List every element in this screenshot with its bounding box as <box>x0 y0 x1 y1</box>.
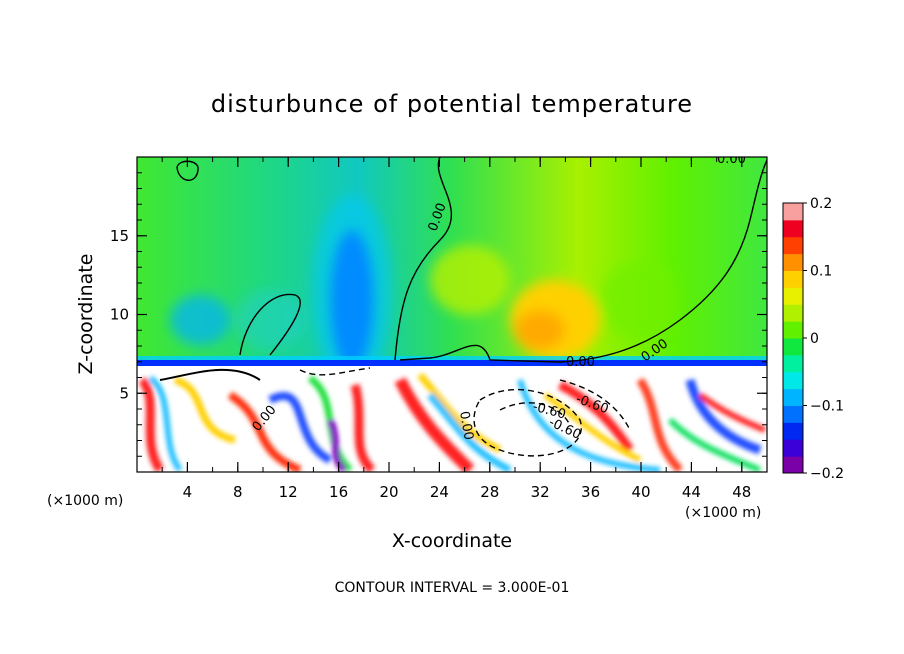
colorbar-swatch <box>783 422 803 440</box>
colorbar-swatch <box>783 321 803 339</box>
streak <box>173 376 236 444</box>
x-tick-label: 48 <box>732 483 751 501</box>
colorbar-swatch <box>783 405 803 423</box>
colorbar: 0.2 0.1 0 −0.1 −0.2 <box>782 196 844 482</box>
x-tick-label: 24 <box>430 483 449 501</box>
streak <box>268 392 333 464</box>
colorbar-tick-label: −0.2 <box>810 466 844 482</box>
colorbar-tick-label: 0.2 <box>810 196 832 212</box>
heatmap-field: 0.00 0.00 0.00 0.00 0.00 -0.60 -0.60 -0.… <box>137 152 767 472</box>
contour-line <box>499 402 571 426</box>
streak <box>417 372 502 454</box>
colorbar-swatch <box>783 219 803 238</box>
streak <box>698 392 767 433</box>
streak <box>543 392 642 463</box>
x-tick-label: 20 <box>379 483 398 501</box>
colorbar-tick-label: −0.1 <box>810 399 844 415</box>
chart-title: disturbunce of potential temperature <box>211 90 693 118</box>
colorbar-tick-label: 0.1 <box>810 264 832 280</box>
blob <box>170 295 230 345</box>
x-unit-label-right: (×1000 m) <box>685 505 761 521</box>
streak <box>350 383 376 472</box>
colorbar-swatch <box>783 388 803 406</box>
y-tick-label: 5 <box>119 384 129 402</box>
streak <box>667 417 762 472</box>
colorbar-swatch <box>783 456 803 474</box>
blob <box>235 290 305 350</box>
colorbar-swatch <box>783 304 803 322</box>
x-tick-label: 28 <box>480 483 499 501</box>
blob <box>600 260 680 340</box>
x-unit-label-left: (×1000 m) <box>47 493 123 509</box>
x-tick-label: 40 <box>631 483 650 501</box>
colorbar-swatch <box>783 338 803 356</box>
x-tick-label: 44 <box>682 483 701 501</box>
colorbar-swatch <box>783 203 803 221</box>
y-tick-label: 10 <box>110 306 129 324</box>
y-tick-label: 15 <box>110 227 129 245</box>
streak <box>557 380 634 453</box>
colorbar-swatch <box>783 270 803 288</box>
x-tick-label: 12 <box>279 483 298 501</box>
blob <box>430 245 510 315</box>
x-tick-label: 16 <box>329 483 348 501</box>
x-tick-label: 4 <box>183 483 193 501</box>
colorbar-swatch <box>783 371 803 390</box>
blob <box>515 310 565 350</box>
streak <box>517 379 661 472</box>
contour-line <box>239 293 301 356</box>
x-axis-label: X-coordinate <box>392 530 512 552</box>
contour-line <box>473 388 582 457</box>
contour-line <box>159 368 261 381</box>
y-axis-label: Z-coordinate <box>75 254 97 375</box>
colorbar-swatch <box>783 236 803 255</box>
contour-line <box>559 379 631 431</box>
contour-label: 0.00 <box>717 152 746 167</box>
x-tick-label: 32 <box>531 483 550 501</box>
contour-line <box>394 157 453 361</box>
streak <box>394 377 475 472</box>
x-tick-label: 36 <box>581 483 600 501</box>
streak <box>227 391 302 472</box>
colorbar-swatch <box>783 439 803 457</box>
colorbar-swatch <box>783 354 803 373</box>
blob <box>312 195 392 385</box>
streak <box>326 418 348 472</box>
x-tick-label: 8 <box>233 483 243 501</box>
contour-label: 0.00 <box>456 410 476 441</box>
contour-label: 0.00 <box>566 355 595 370</box>
contour-line <box>399 159 767 363</box>
streak <box>138 376 164 472</box>
contour-line <box>176 160 199 181</box>
field-band <box>137 356 767 360</box>
contour-line <box>299 367 371 376</box>
contour-interval-note: CONTOUR INTERVAL = 3.000E-01 <box>335 580 570 596</box>
colorbar-tick-label: 0 <box>810 331 819 347</box>
colorbar-swatch <box>783 253 803 271</box>
streak <box>427 392 512 472</box>
colorbar-swatch <box>783 287 803 305</box>
field-band <box>137 360 767 366</box>
streak <box>636 377 683 472</box>
streak <box>148 375 183 472</box>
streak <box>685 378 762 455</box>
